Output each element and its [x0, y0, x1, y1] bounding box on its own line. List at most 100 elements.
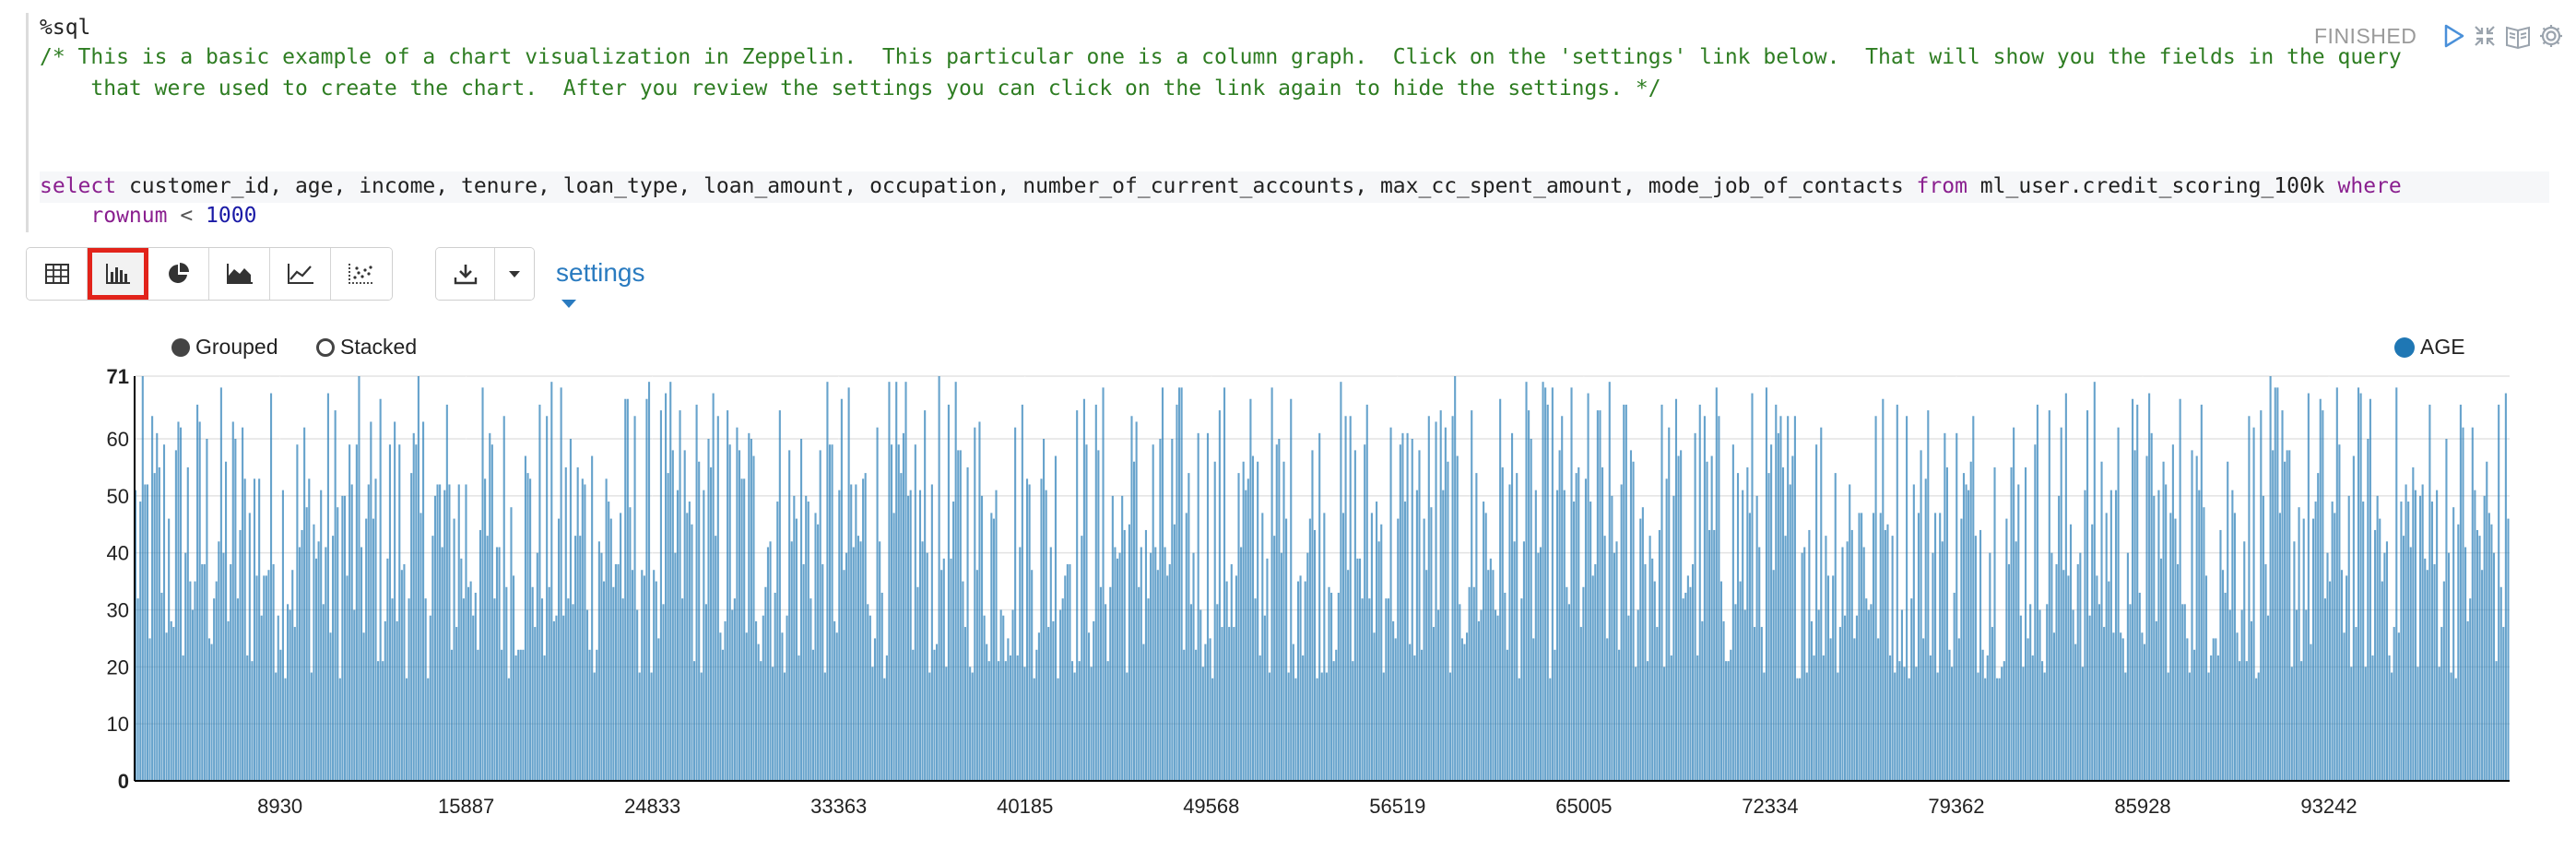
bar[interactable]	[1932, 552, 1934, 781]
bar[interactable]	[947, 404, 950, 781]
bar[interactable]	[738, 450, 741, 781]
bar[interactable]	[1646, 661, 1649, 781]
bar[interactable]	[2483, 495, 2486, 781]
bar[interactable]	[1361, 598, 1364, 781]
bar[interactable]	[236, 598, 239, 781]
bar[interactable]	[1570, 387, 1573, 781]
bar[interactable]	[498, 547, 501, 781]
bar[interactable]	[1977, 672, 1979, 781]
bar[interactable]	[1651, 558, 1654, 781]
bar[interactable]	[531, 586, 534, 781]
bar[interactable]	[1330, 592, 1333, 781]
bar[interactable]	[662, 604, 665, 781]
bar[interactable]	[495, 547, 499, 781]
bar[interactable]	[1197, 432, 1199, 781]
bar[interactable]	[135, 490, 137, 781]
bar[interactable]	[517, 649, 520, 781]
bar[interactable]	[502, 416, 505, 781]
bar[interactable]	[1637, 609, 1639, 781]
bar[interactable]	[174, 450, 177, 781]
bar[interactable]	[2017, 484, 2020, 781]
bar[interactable]	[2326, 552, 2329, 781]
bar[interactable]	[1972, 416, 1975, 781]
bar[interactable]	[835, 632, 838, 781]
bar[interactable]	[602, 581, 606, 781]
bar[interactable]	[320, 490, 323, 781]
bar[interactable]	[2239, 661, 2241, 781]
download-button[interactable]	[436, 248, 495, 300]
bar[interactable]	[1933, 513, 1937, 781]
bar[interactable]	[1799, 678, 1802, 781]
bar[interactable]	[2155, 620, 2157, 781]
bar[interactable]	[1356, 558, 1359, 781]
bar[interactable]	[1793, 416, 1796, 781]
bar[interactable]	[621, 598, 624, 781]
bar[interactable]	[353, 609, 356, 781]
bar[interactable]	[1991, 627, 1993, 781]
bar[interactable]	[1358, 558, 1362, 781]
book-icon[interactable]	[2504, 22, 2532, 50]
bar[interactable]	[1668, 427, 1671, 781]
bar[interactable]	[1394, 638, 1397, 781]
bar[interactable]	[536, 552, 538, 781]
bar[interactable]	[1240, 547, 1243, 781]
bar[interactable]	[676, 490, 679, 781]
bar[interactable]	[1758, 547, 1761, 781]
bar[interactable]	[1653, 581, 1656, 781]
bar[interactable]	[441, 547, 443, 781]
bar[interactable]	[2450, 672, 2452, 781]
bar[interactable]	[904, 382, 907, 781]
bar[interactable]	[1810, 620, 1814, 781]
bar[interactable]	[227, 620, 230, 781]
bar[interactable]	[213, 598, 216, 781]
bar[interactable]	[303, 427, 306, 781]
bar[interactable]	[2167, 672, 2169, 781]
bar[interactable]	[999, 609, 1002, 781]
bar[interactable]	[2274, 387, 2276, 781]
bar[interactable]	[2003, 661, 2005, 781]
bar[interactable]	[1245, 490, 1247, 781]
bar[interactable]	[2088, 615, 2091, 781]
bar[interactable]	[731, 609, 734, 781]
bar[interactable]	[2486, 461, 2488, 781]
bar[interactable]	[1618, 649, 1621, 781]
bar[interactable]	[1530, 439, 1532, 781]
bar[interactable]	[362, 632, 365, 781]
bar[interactable]	[1472, 586, 1475, 781]
bar[interactable]	[1736, 473, 1740, 781]
bar[interactable]	[2426, 570, 2428, 781]
bar[interactable]	[422, 421, 425, 781]
bar[interactable]	[477, 649, 479, 781]
bar[interactable]	[764, 586, 767, 781]
bar[interactable]	[940, 570, 943, 781]
bar[interactable]	[2177, 564, 2180, 781]
bar[interactable]	[314, 558, 318, 781]
bar[interactable]	[1116, 558, 1119, 781]
bar[interactable]	[2393, 627, 2395, 781]
bar[interactable]	[1304, 581, 1306, 781]
bar[interactable]	[168, 518, 171, 781]
bar[interactable]	[1109, 586, 1112, 781]
bar[interactable]	[403, 564, 406, 781]
bar[interactable]	[2281, 410, 2284, 781]
bar[interactable]	[1126, 672, 1128, 781]
bar[interactable]	[1639, 518, 1642, 781]
bar[interactable]	[1555, 490, 1559, 781]
bar[interactable]	[1423, 518, 1425, 781]
bar[interactable]	[1784, 536, 1787, 781]
bar[interactable]	[234, 439, 237, 781]
bar[interactable]	[429, 615, 431, 781]
bar[interactable]	[1313, 529, 1317, 781]
bar[interactable]	[1447, 461, 1449, 781]
bar[interactable]	[2374, 529, 2377, 781]
bar[interactable]	[1349, 416, 1352, 781]
bar[interactable]	[182, 655, 184, 781]
bar[interactable]	[880, 592, 883, 781]
bar[interactable]	[1475, 473, 1478, 781]
bar[interactable]	[1235, 575, 1237, 781]
bar[interactable]	[170, 620, 172, 781]
bar[interactable]	[1834, 473, 1837, 781]
bar[interactable]	[809, 598, 812, 781]
bar[interactable]	[645, 398, 648, 781]
bar[interactable]	[1088, 632, 1091, 781]
